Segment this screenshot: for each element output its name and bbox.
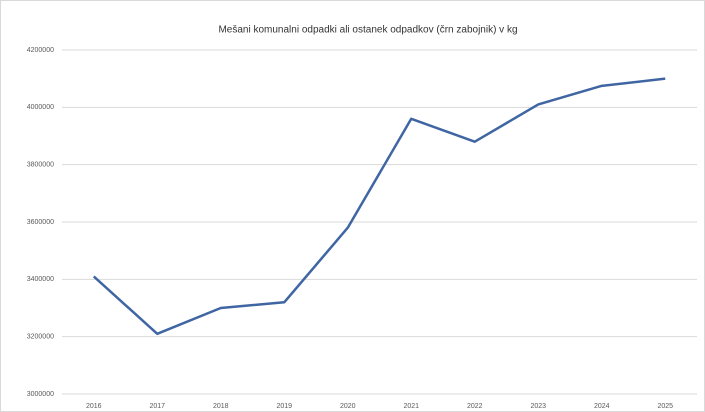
x-tick-label: 2024 [594,403,610,410]
x-tick-label: 2016 [86,403,102,410]
y-tick-label: 3000000 [27,391,54,398]
y-tick-label: 4200000 [27,47,54,54]
y-tick-label: 3800000 [27,162,54,169]
line-series [92,77,666,336]
y-tick-label: 3200000 [27,334,54,341]
x-tick-label: 2019 [276,403,292,410]
x-tick-label: 2020 [340,403,356,410]
y-tick-label: 3400000 [27,276,54,283]
x-tick-label: 2021 [403,403,419,410]
x-tick-label: 2018 [213,403,229,410]
y-tick-label: 4000000 [27,104,54,111]
y-tick-label: 3600000 [27,219,54,226]
x-tick-label: 2023 [530,403,546,410]
chart-title: Mešani komunalni odpadki ali ostanek odp… [218,25,517,36]
x-tick-label: 2017 [149,403,165,410]
x-tick-label: 2025 [657,403,673,410]
x-tick-label: 2022 [467,403,483,410]
